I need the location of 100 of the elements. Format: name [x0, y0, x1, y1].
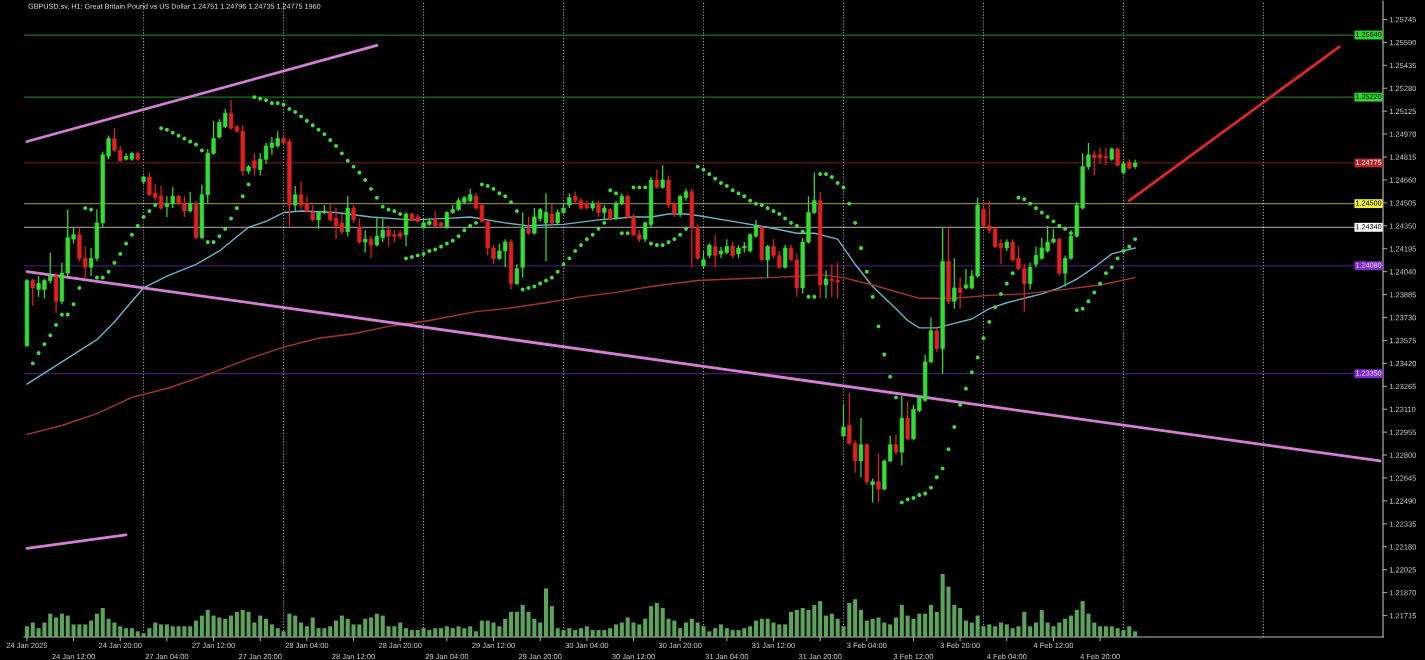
- candlestick: [1027, 262, 1033, 291]
- bar: [998, 622, 1003, 637]
- bar: [304, 626, 309, 637]
- bar: [293, 615, 298, 637]
- bar: [748, 626, 753, 637]
- bar: [188, 626, 193, 637]
- bar: [788, 611, 794, 637]
- bar: [893, 617, 899, 637]
- candlestick: [654, 168, 659, 190]
- candlestick: [823, 269, 829, 299]
- bar: [864, 620, 869, 637]
- candlestick: [765, 244, 770, 279]
- candlestick: [357, 217, 362, 245]
- bar: [223, 618, 228, 637]
- candlestick: [934, 327, 939, 353]
- candlestick: [841, 404, 846, 438]
- line-series: [26, 210, 1136, 385]
- bar: [963, 620, 969, 637]
- bar: [508, 611, 514, 637]
- candlestick: [514, 263, 520, 286]
- bar: [713, 628, 718, 637]
- bar: [479, 620, 484, 637]
- bar: [958, 608, 963, 637]
- bar: [118, 626, 123, 637]
- bar: [363, 618, 368, 637]
- bar: [275, 628, 280, 637]
- bar: [1028, 626, 1033, 637]
- bar: [648, 606, 654, 637]
- bar: [89, 620, 94, 637]
- bar: [993, 626, 998, 637]
- candlestick: [957, 276, 963, 310]
- bar: [689, 618, 694, 637]
- bar: [538, 622, 543, 637]
- bar: [468, 626, 473, 637]
- bar: [643, 618, 648, 637]
- bar: [240, 609, 245, 637]
- bar: [1057, 622, 1062, 637]
- bar: [24, 626, 29, 637]
- bar: [199, 615, 204, 637]
- bar: [135, 631, 140, 637]
- candlestick: [1115, 146, 1120, 168]
- bar: [374, 613, 379, 637]
- candlestick: [368, 235, 374, 259]
- bar: [899, 604, 904, 637]
- bar: [888, 624, 893, 637]
- bar: [514, 611, 519, 637]
- candlestick: [870, 478, 875, 504]
- bar: [923, 613, 928, 637]
- bar: [853, 599, 858, 637]
- bar: [205, 609, 210, 637]
- bar: [194, 620, 199, 637]
- bar: [969, 622, 974, 637]
- bar: [608, 628, 613, 637]
- bar: [433, 628, 438, 637]
- bar: [613, 624, 619, 637]
- bar: [124, 628, 129, 637]
- bar: [1133, 631, 1138, 637]
- candlestick: [293, 185, 298, 212]
- bar: [783, 624, 788, 637]
- bar: [94, 613, 99, 637]
- line-series: [26, 273, 1136, 436]
- bar: [229, 615, 234, 637]
- bar: [1063, 618, 1068, 637]
- bar: [48, 613, 53, 637]
- bar: [543, 588, 549, 637]
- bar: [678, 628, 683, 637]
- candlestick: [363, 229, 368, 254]
- candlestick: [952, 257, 957, 310]
- bar: [934, 611, 939, 637]
- bar: [1068, 615, 1073, 637]
- bar: [473, 631, 479, 637]
- bar: [100, 608, 105, 637]
- candlestick: [660, 164, 665, 190]
- bar: [54, 617, 59, 637]
- candlestick: [713, 234, 718, 268]
- bar: [153, 622, 158, 637]
- bar: [170, 626, 175, 637]
- bar: [1004, 624, 1009, 637]
- bar: [718, 624, 724, 637]
- bar: [1127, 626, 1132, 637]
- bar: [1033, 622, 1038, 637]
- bar: [794, 609, 799, 637]
- bar: [573, 630, 578, 637]
- bar: [310, 617, 315, 637]
- candlestick: [905, 401, 910, 441]
- bar: [404, 628, 409, 637]
- bar: [549, 606, 554, 637]
- bar: [1109, 626, 1114, 637]
- bar: [369, 617, 374, 637]
- candlestick: [783, 244, 788, 270]
- bar: [584, 626, 589, 637]
- bar: [858, 609, 864, 637]
- candlestick: [549, 203, 555, 227]
- bar: [753, 620, 759, 637]
- bar: [928, 604, 934, 637]
- candlestick: [858, 417, 864, 478]
- bar: [1039, 609, 1044, 637]
- bar: [503, 618, 508, 637]
- bar: [1092, 622, 1097, 637]
- bar: [578, 628, 584, 637]
